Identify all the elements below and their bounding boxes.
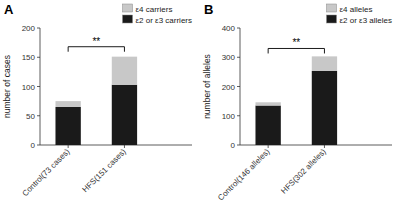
y-tick-label: 50 <box>26 112 35 121</box>
x-tick-label: Control(146 alleles) <box>216 147 272 203</box>
panel: 0 100 200 300 400 number of alleles Control(14… <box>202 2 392 202</box>
y-tick-label: 0 <box>231 141 236 150</box>
y-tick-label: 0 <box>31 141 36 150</box>
y-tick-label: 400 <box>222 24 236 33</box>
y-axis-label: number of cases <box>2 55 12 118</box>
title: A <box>4 2 14 17</box>
y-axis-line <box>40 28 41 145</box>
x-tick <box>324 145 325 148</box>
figure: 0 50 100 150 200 number of cases Control(73 ca… <box>0 0 400 211</box>
annotation: ** <box>292 37 300 48</box>
y-tick <box>37 86 40 87</box>
legend-label: ε4 carriers <box>136 5 173 14</box>
x-tick <box>68 145 69 148</box>
legend-swatch <box>123 4 133 12</box>
y-tick <box>37 28 40 29</box>
legend-label: ε2 or ε3 alleles <box>340 16 393 25</box>
title: B <box>204 2 213 17</box>
y-tick-label: 100 <box>222 112 236 121</box>
x-tick <box>124 145 125 148</box>
bar <box>312 56 337 71</box>
y-tick <box>237 57 240 58</box>
y-axis-label: number of alleles <box>202 54 212 119</box>
sig-bracket <box>68 47 124 52</box>
bar <box>312 71 337 145</box>
y-tick <box>237 28 240 29</box>
x-tick-label: HFS(151 cases) <box>81 147 128 194</box>
bars <box>55 57 137 145</box>
panel: 0 50 100 150 200 number of cases Control(73 ca… <box>2 2 192 198</box>
sig-bracket <box>268 48 324 53</box>
y-tick-label: 200 <box>222 83 236 92</box>
legend-label: ε2 or ε3 carriers <box>136 16 192 25</box>
y-tick <box>37 115 40 116</box>
legend-swatch <box>327 15 337 23</box>
y-tick-label: 150 <box>22 53 36 62</box>
legend: ε4 alleles ε2 or ε3 alleles <box>327 4 393 25</box>
bar <box>112 85 137 145</box>
bar <box>255 106 280 145</box>
legend-label: ε4 alleles <box>340 5 373 14</box>
x-tick <box>268 145 269 148</box>
y-axis-line <box>240 28 241 145</box>
y-tick <box>37 57 40 58</box>
y-tick-label: 200 <box>22 24 36 33</box>
bar <box>255 102 280 105</box>
bar <box>55 101 80 107</box>
y-tick <box>37 145 40 146</box>
y-tick-label: 300 <box>222 53 236 62</box>
y-tick-label: 100 <box>22 83 36 92</box>
bar <box>112 57 137 85</box>
x-tick-label: HFS(302 alleles) <box>279 147 328 196</box>
legend: ε4 carriers ε2 or ε3 carriers <box>123 4 192 25</box>
x-tick-label: Control(73 cases) <box>21 147 72 198</box>
annotation: ** <box>92 36 100 47</box>
legend-swatch <box>123 15 133 23</box>
y-tick <box>237 115 240 116</box>
legend-swatch <box>327 4 337 12</box>
y-tick <box>237 86 240 87</box>
bar <box>55 107 80 145</box>
y-tick <box>237 145 240 146</box>
bars <box>255 56 337 145</box>
